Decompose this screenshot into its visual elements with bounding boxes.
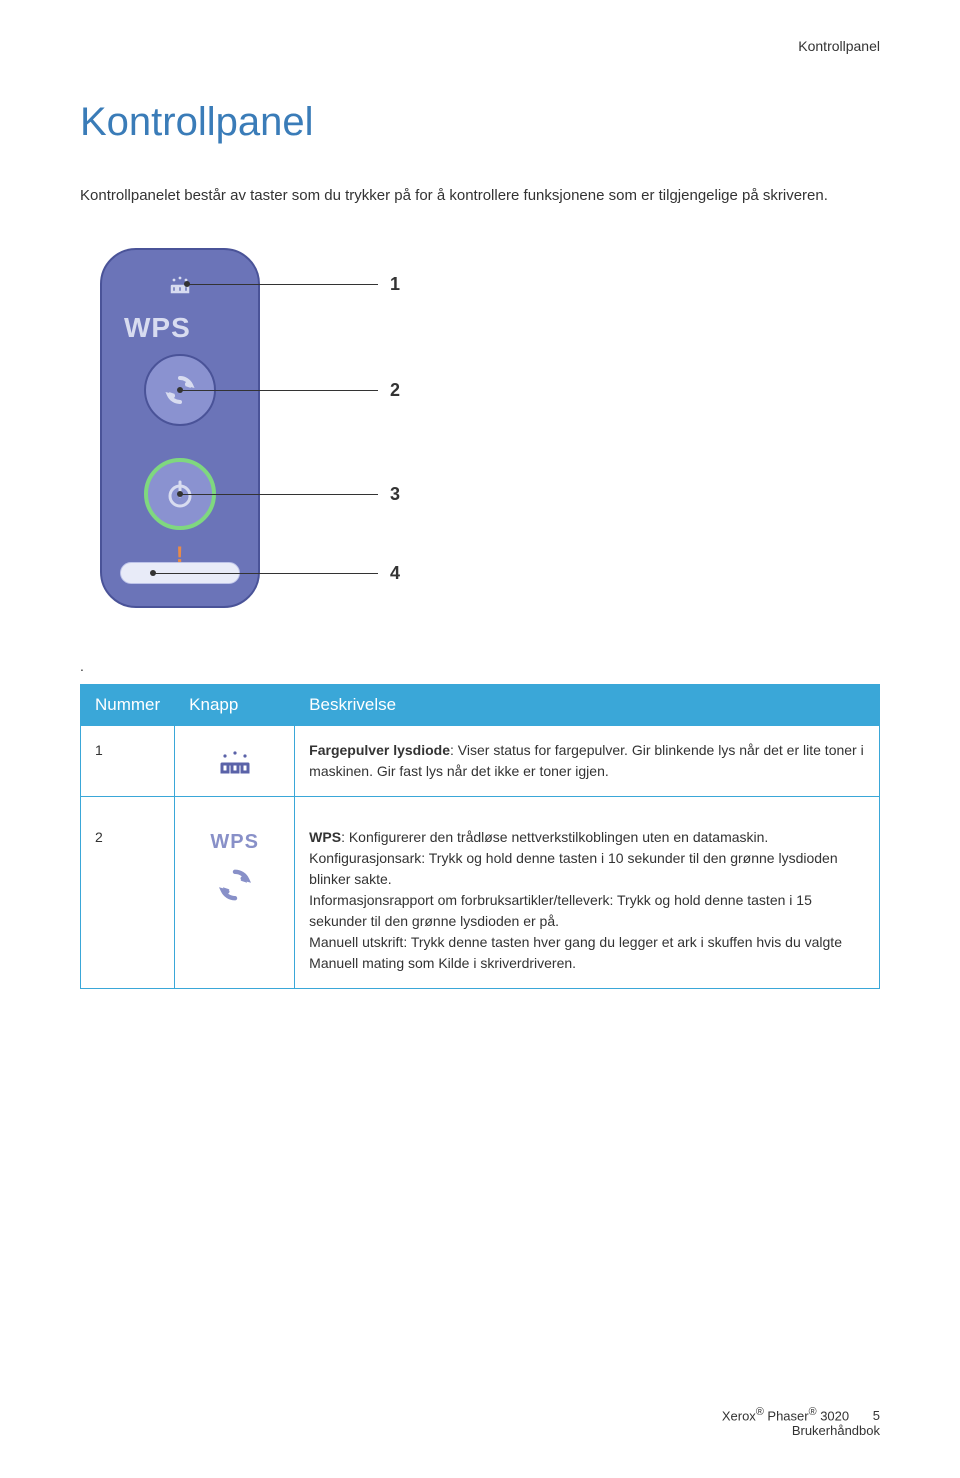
leader-line-1 (188, 284, 378, 285)
header-section-label: Kontrollpanel (798, 38, 880, 54)
callout-3: 3 (390, 484, 400, 505)
leader-line-2 (181, 390, 378, 391)
row2-line3: Informasjonsrapport om forbruksartikler/… (309, 890, 865, 932)
row2-knapp: WPS (175, 796, 295, 988)
row1-desc: Fargepulver lysdiode: Viser status for f… (295, 725, 880, 796)
intro-paragraph: Kontrollpanelet består av taster som du … (80, 185, 880, 208)
dot-separator: . (80, 658, 880, 674)
page-title: Kontrollpanel (80, 100, 880, 145)
leader-line-3 (181, 494, 378, 495)
footer-model: 3020 (817, 1408, 850, 1423)
row2-wps-label: WPS (189, 827, 280, 857)
row2-line4: Manuell utskrift: Trykk denne tasten hve… (309, 932, 865, 974)
callout-2: 2 (390, 380, 400, 401)
col-header-knapp: Knapp (175, 684, 295, 725)
wps-refresh-icon (213, 863, 257, 907)
leader-line-4 (154, 573, 378, 574)
table-row: 2 WPS WPS: Konfigurerer den trådløse net… (81, 796, 880, 988)
control-panel-diagram: WPS ! 1 2 3 4 (80, 248, 500, 628)
col-header-beskrivelse: Beskrivelse (295, 684, 880, 725)
row2-num: 2 (81, 796, 175, 988)
row2-line2: Konfigurasjonsark: Trykk og hold denne t… (309, 848, 865, 890)
row1-knapp (175, 725, 295, 796)
row2-line1-rest: : Konfigurerer den trådløse nettverkstil… (341, 829, 768, 845)
toner-icon (218, 746, 252, 776)
wps-text-label: WPS (124, 312, 191, 344)
callout-4: 4 (390, 563, 400, 584)
col-header-nummer: Nummer (81, 684, 175, 725)
footer-line2: Brukerhåndbok (722, 1423, 880, 1438)
footer-brand1: Xerox (722, 1408, 756, 1423)
footer-brand2: Phaser (764, 1408, 809, 1423)
page-footer: Xerox® Phaser® 3020 5 Brukerhåndbok (722, 1406, 880, 1438)
table-row: 1 Fargepulver lysdiode: Viser status for… (81, 725, 880, 796)
row1-num: 1 (81, 725, 175, 796)
row2-desc: WPS: Konfigurerer den trådløse nettverks… (295, 796, 880, 988)
page-number: 5 (873, 1408, 880, 1423)
description-table: Nummer Knapp Beskrivelse 1 Fargepulver l… (80, 684, 880, 989)
row1-desc-bold: Fargepulver lysdiode (309, 742, 450, 758)
callout-1: 1 (390, 274, 400, 295)
row2-line1-bold: WPS (309, 829, 341, 845)
